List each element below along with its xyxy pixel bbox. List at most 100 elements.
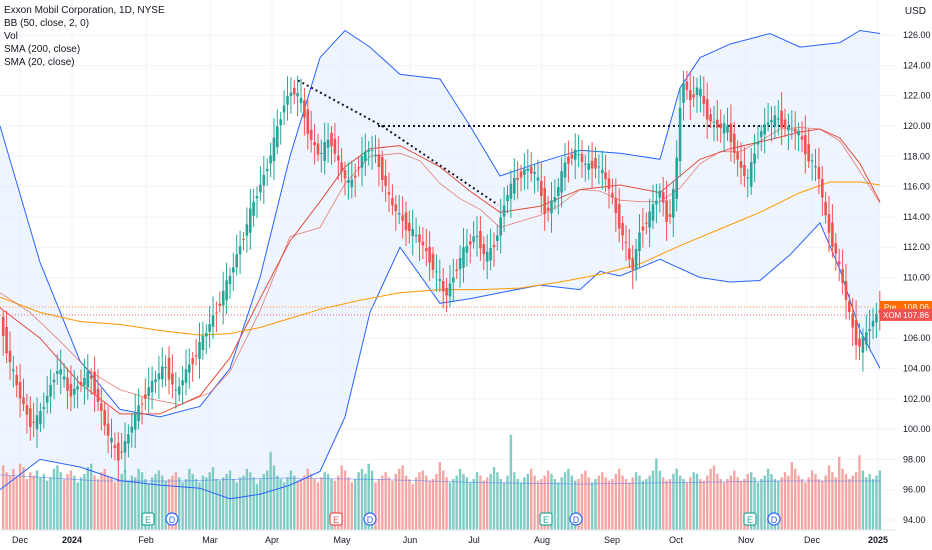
dividend-icon[interactable]: [767, 512, 781, 526]
volume-bar: [645, 479, 648, 530]
candle-body: [306, 109, 310, 134]
earnings-icon[interactable]: [539, 512, 553, 526]
volume-bar: [184, 479, 188, 530]
candle-body: [66, 377, 69, 391]
volume-bar: [326, 473, 330, 530]
volume-bar: [316, 482, 320, 530]
volume-bar: [272, 465, 276, 530]
volume-bar: [499, 479, 502, 530]
volume-bar: [526, 473, 529, 530]
candle-body: [117, 442, 120, 461]
volume-bar: [76, 482, 79, 530]
candle-body: [249, 208, 252, 233]
candle-body: [770, 119, 773, 123]
legend-title[interactable]: Exxon Mobil Corporation, 1D, NYSE: [4, 5, 165, 16]
candle-body: [106, 423, 110, 436]
volume-bar: [211, 467, 215, 530]
dividend-icon[interactable]: [165, 512, 179, 526]
currency-label[interactable]: USD: [904, 6, 926, 17]
volume-bar: [127, 480, 130, 530]
x-tick-label: Oct: [669, 535, 684, 545]
volume-bar: [739, 480, 743, 530]
candle-body: [827, 214, 831, 233]
volume-bar: [293, 475, 296, 530]
candle-body: [235, 254, 238, 268]
volume-bar: [123, 470, 127, 530]
candle-body: [702, 95, 706, 104]
candle-body: [174, 389, 178, 391]
x-tick-label: Jun: [403, 535, 418, 545]
candle-body: [878, 309, 882, 313]
candle-body: [221, 290, 225, 306]
bb-lower-line: [0, 221, 881, 500]
volume-bar: [753, 477, 756, 530]
volume-bar: [807, 477, 810, 530]
volume-bar: [435, 473, 438, 530]
volume-bar: [533, 475, 536, 530]
volume-bar: [252, 477, 255, 530]
candle-body: [171, 373, 174, 385]
candle-body: [133, 413, 137, 430]
x-tick-label: Dec: [804, 535, 821, 545]
volume-bar: [594, 479, 597, 530]
candle-body: [252, 201, 255, 216]
dividend-icon[interactable]: [569, 512, 583, 526]
x-tick-label: May: [333, 535, 351, 545]
legend-vol[interactable]: Vol: [4, 31, 18, 42]
earnings-icon[interactable]: [141, 512, 155, 526]
volume-bar: [279, 479, 282, 530]
candle-body: [824, 201, 827, 216]
candle-body: [831, 222, 834, 247]
volume-bar: [83, 473, 86, 530]
volume-bar: [513, 472, 516, 530]
candle-body: [787, 126, 790, 131]
volume-bar: [452, 479, 455, 530]
volume-bar: [59, 472, 62, 530]
earnings-icon[interactable]: [743, 512, 757, 526]
candle-body: [871, 320, 875, 327]
candle-body: [739, 161, 743, 168]
volume-bar: [320, 477, 323, 530]
volume-bar: [282, 482, 286, 530]
candle-body: [709, 114, 712, 122]
candle-body: [546, 207, 550, 211]
candle-body: [167, 357, 171, 380]
candle-body: [614, 198, 618, 213]
volume-bar: [628, 482, 631, 530]
volume-bar: [729, 475, 733, 530]
volume-bar: [364, 473, 367, 530]
volume-bar: [783, 472, 787, 530]
earnings-icon[interactable]: [329, 512, 343, 526]
volume-bar: [8, 475, 12, 530]
volume-bar: [350, 482, 353, 530]
candle-body: [12, 369, 15, 372]
legend-sma20[interactable]: SMA (20, close): [4, 57, 75, 68]
volume-bar: [191, 473, 194, 530]
volume-bar: [455, 475, 458, 530]
dividend-icon[interactable]: [363, 512, 377, 526]
volume-bar: [86, 467, 89, 530]
legend-sma200[interactable]: SMA (200, close): [4, 44, 81, 55]
candle-body: [279, 119, 282, 126]
candle-body: [286, 96, 289, 105]
candle-body: [360, 156, 364, 168]
candle-body: [313, 142, 316, 146]
candle-body: [350, 179, 354, 188]
chart-legend: Exxon Mobil Corporation, 1D, NYSE BB (50…: [4, 4, 165, 69]
candle-body: [303, 100, 306, 118]
candle-body: [177, 386, 181, 395]
candle-body: [330, 132, 333, 147]
candle-body: [760, 131, 763, 138]
candle-body: [570, 154, 574, 159]
last-price-tag: [880, 308, 932, 321]
volume-bar: [878, 470, 881, 530]
bb-upper-line: [0, 29, 881, 418]
volume-bar: [140, 472, 144, 530]
candle-body: [357, 167, 360, 169]
volume-bar: [766, 468, 770, 530]
volume-bar: [414, 477, 418, 530]
candle-body: [445, 288, 448, 296]
legend-bb[interactable]: BB (50, close, 2, 0): [4, 18, 90, 29]
candle-body: [513, 177, 516, 194]
